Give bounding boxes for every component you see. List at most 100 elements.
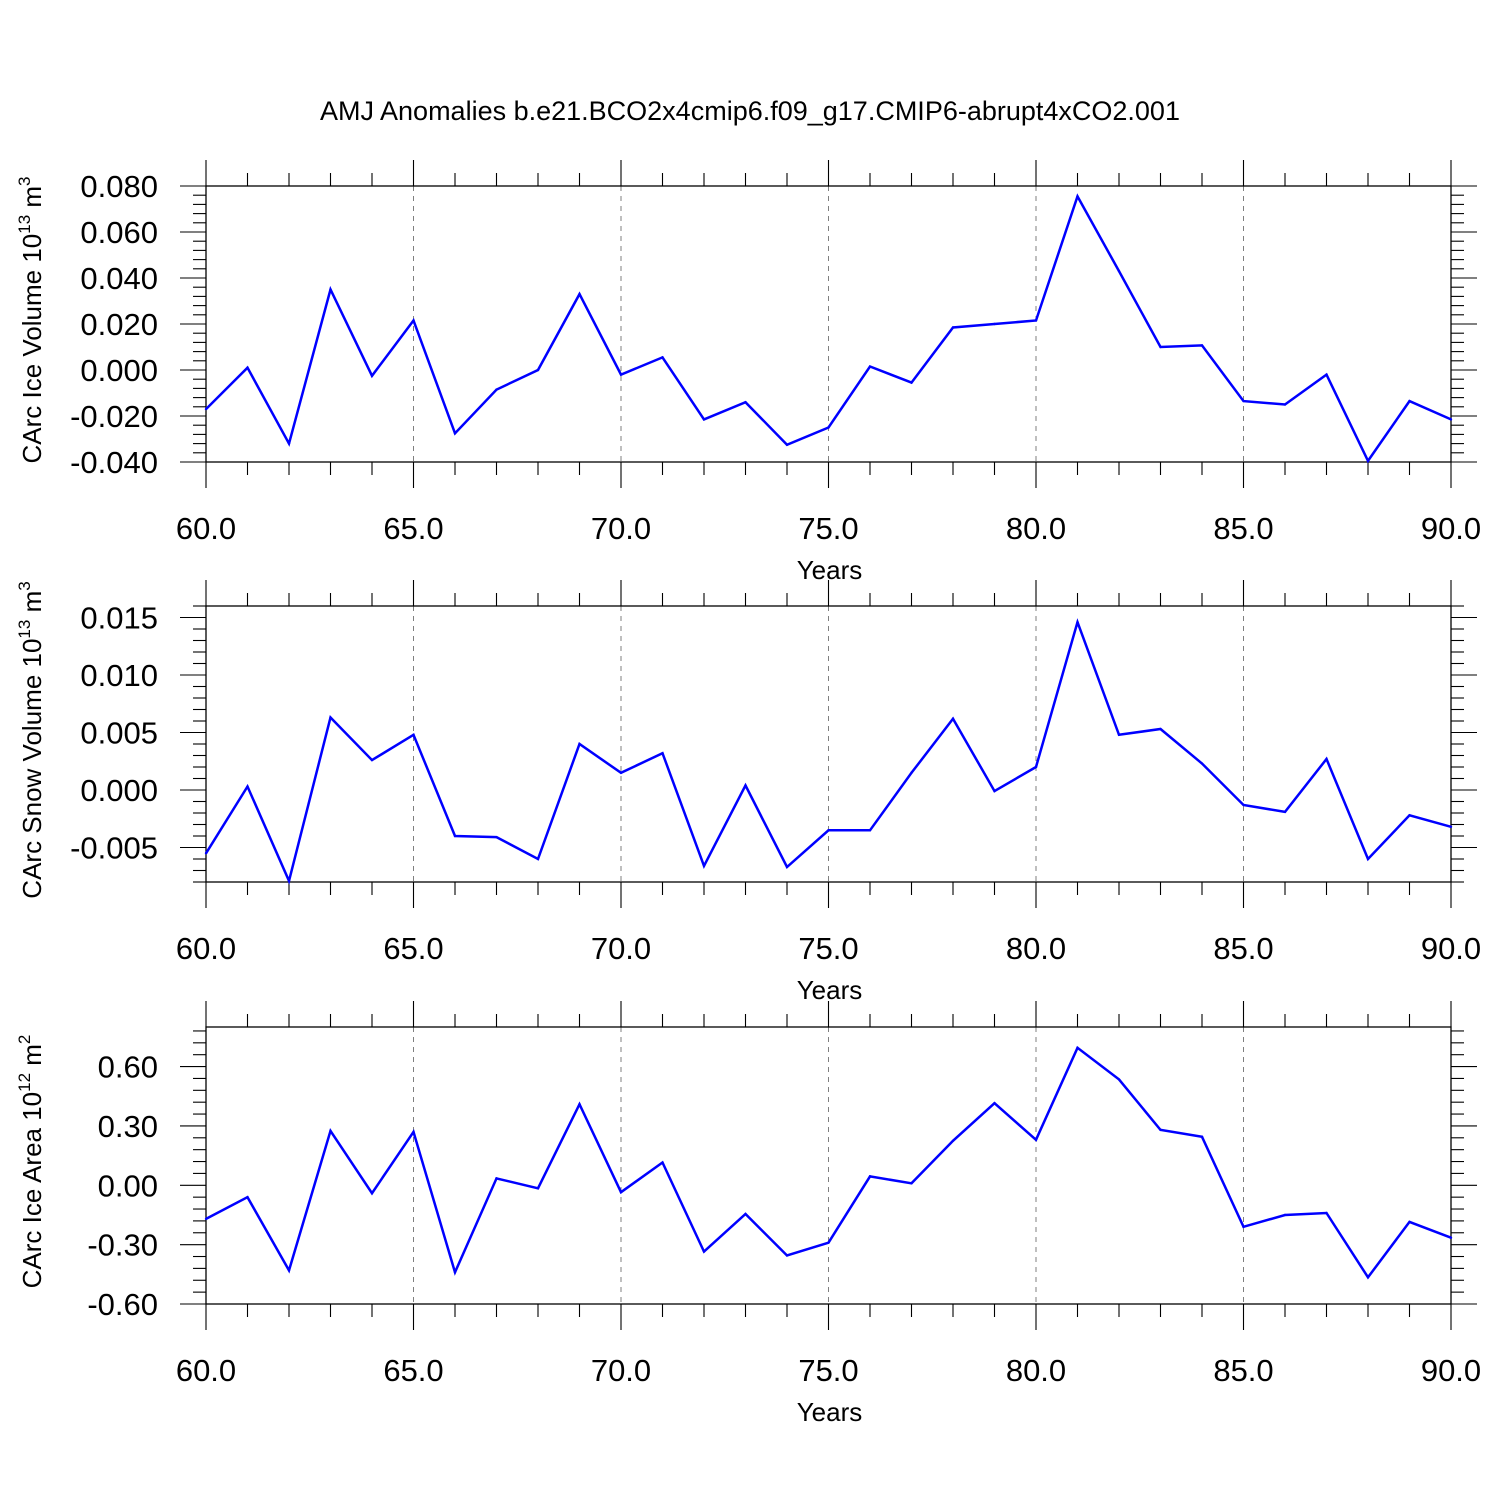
data-point	[536, 368, 540, 372]
y-axis-title: CArc Ice Area 1012 m2	[15, 1035, 47, 1289]
data-point	[744, 401, 747, 404]
data-point	[246, 1195, 249, 1199]
data-point	[993, 1101, 996, 1105]
x-tick-label: 80.0	[1006, 931, 1066, 966]
y-tick-label: 0.00	[98, 1168, 158, 1203]
data-point	[910, 771, 913, 774]
data-point	[1076, 195, 1079, 198]
data-point	[993, 322, 996, 326]
data-point	[1117, 733, 1121, 736]
y-tick-label: 0.010	[80, 658, 158, 693]
data-point	[287, 1269, 291, 1272]
y-axis-title-superscript: 13	[15, 620, 34, 639]
x-axis-title: Years	[797, 975, 863, 1005]
data-point	[1200, 1135, 1204, 1139]
data-point	[868, 829, 872, 832]
y-tick-label: -0.005	[70, 831, 158, 866]
y-tick-label: -0.30	[87, 1228, 158, 1263]
x-tick-label: 65.0	[383, 511, 443, 546]
y-axis-title-superscript: 13	[15, 215, 34, 234]
data-point	[412, 1130, 415, 1134]
data-point	[1325, 373, 1328, 376]
panel-3: -0.60 -0.30 0.00 0.30 0.60 60.0 65.0 70.0 75.0 80…	[15, 1001, 1481, 1427]
y-axis-title-part: m	[17, 1044, 47, 1073]
y-axis-title-superscript: 2	[15, 1035, 34, 1044]
data-point	[951, 326, 955, 329]
y-axis-title-part: m	[17, 591, 47, 620]
data-point	[951, 1139, 955, 1142]
x-tick-label: 60.0	[176, 1353, 236, 1388]
data-point	[1242, 399, 1245, 403]
data-point	[1159, 345, 1162, 349]
y-tick-label: 0.015	[80, 601, 158, 636]
data-point	[1283, 403, 1287, 406]
y-tick-label: -0.020	[70, 399, 158, 434]
data-point	[246, 366, 249, 369]
data-point	[578, 1102, 581, 1106]
x-tick-label: 85.0	[1213, 931, 1273, 966]
data-point	[785, 443, 789, 446]
data-point	[1408, 1220, 1411, 1224]
x-tick-label: 75.0	[798, 511, 858, 546]
data-point	[951, 717, 955, 720]
data-point	[1034, 319, 1038, 322]
data-point	[1366, 857, 1370, 861]
x-tick-label: 90.0	[1421, 511, 1481, 546]
y-axis-title-superscript: 12	[15, 1073, 34, 1092]
data-point	[453, 834, 457, 838]
data-point	[827, 1241, 830, 1244]
data-point	[495, 388, 498, 391]
x-axis-title: Years	[797, 555, 863, 585]
y-axis-title-part: CArc Snow Volume 10	[17, 639, 47, 899]
y-axis-title: CArc Ice Volume 1013 m3	[15, 176, 47, 463]
x-tick-label: 85.0	[1213, 1353, 1273, 1388]
data-point	[453, 1271, 457, 1274]
data-point	[1283, 1213, 1287, 1217]
data-point	[619, 373, 623, 376]
y-tick-label: 0.020	[80, 307, 158, 342]
data-point	[619, 771, 623, 774]
data-point	[910, 381, 913, 384]
y-axis-title-part: CArc Ice Area 10	[17, 1092, 47, 1289]
data-point	[1242, 803, 1245, 807]
y-tick-label: 0.000	[80, 353, 158, 388]
data-point	[785, 865, 789, 869]
data-point	[1325, 757, 1328, 761]
y-tick-label: 0.080	[80, 169, 158, 204]
x-axis-title: Years	[797, 1397, 863, 1427]
x-tick-label: 70.0	[591, 1353, 651, 1388]
x-tick-label: 80.0	[1006, 511, 1066, 546]
data-point	[1366, 459, 1370, 463]
x-tick-label: 60.0	[176, 511, 236, 546]
data-point	[1408, 814, 1411, 817]
y-axis-title-part: CArc Ice Volume 10	[17, 234, 47, 464]
data-point	[370, 374, 374, 377]
x-tick-label: 90.0	[1421, 931, 1481, 966]
data-point	[1449, 1236, 1453, 1239]
data-point	[204, 1217, 208, 1221]
x-tick-label: 60.0	[176, 931, 236, 966]
data-point	[1325, 1211, 1328, 1215]
data-point	[1242, 1225, 1245, 1229]
data-point	[827, 426, 830, 429]
data-point	[1117, 269, 1121, 273]
data-point	[702, 1250, 706, 1253]
data-point	[329, 1129, 332, 1133]
y-axis-title-part: m	[17, 186, 47, 215]
panel-1: -0.040 -0.020 0.000 0.020 0.040 0.060 0.080 60.…	[15, 160, 1481, 585]
y-axis-title: CArc Snow Volume 1013 m3	[15, 581, 47, 898]
data-point	[1449, 418, 1453, 421]
y-tick-label: 0.005	[80, 716, 158, 751]
data-point	[453, 432, 457, 435]
data-point	[868, 1175, 872, 1178]
data-point	[578, 742, 581, 746]
data-point	[578, 292, 581, 296]
y-tick-label: 0.040	[80, 261, 158, 296]
x-tick-label: 85.0	[1213, 511, 1273, 546]
y-tick-label: 0.30	[98, 1109, 158, 1144]
y-tick-label: 0.060	[80, 215, 158, 250]
x-tick-label: 75.0	[798, 931, 858, 966]
data-point	[329, 716, 332, 719]
x-tick-label: 90.0	[1421, 1353, 1481, 1388]
data-point	[702, 864, 706, 868]
